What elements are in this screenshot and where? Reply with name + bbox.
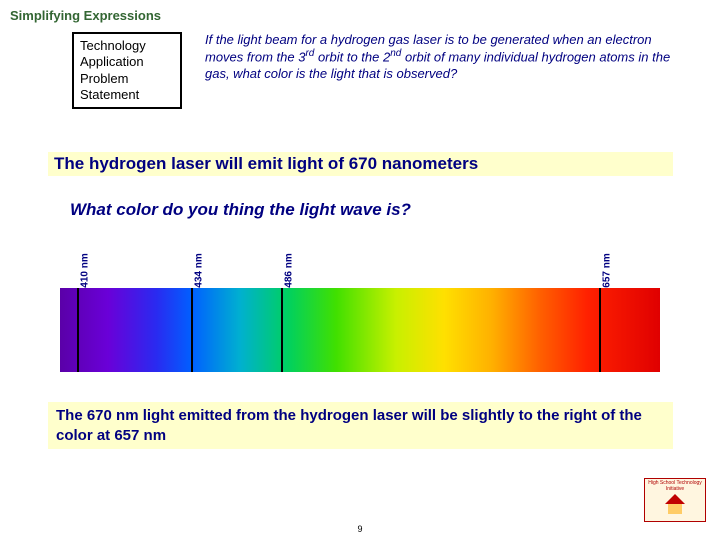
box-line: Technology (80, 38, 174, 54)
box-line: Application (80, 54, 174, 70)
result-statement: The 670 nm light emitted from the hydrog… (48, 402, 673, 449)
marker-line (77, 288, 79, 372)
marker-label: 434 nm (194, 253, 205, 287)
color-question: What color do you thing the light wave i… (70, 200, 411, 220)
logo-text: High School Technology Initiative (645, 481, 705, 492)
emit-statement: The hydrogen laser will emit light of 67… (48, 152, 673, 176)
spectrum-marker: 434 nm (182, 244, 202, 262)
problem-sup: rd (305, 48, 314, 59)
marker-label: 657 nm (602, 253, 613, 287)
problem-label-box: Technology Application Problem Statement (72, 32, 182, 109)
marker-line (599, 288, 601, 372)
spectrum-gradient (60, 288, 660, 372)
problem-sup: nd (390, 48, 401, 59)
marker-line (281, 288, 283, 372)
page-title: Simplifying Expressions (10, 8, 161, 23)
spectrum-marker: 486 nm (272, 244, 292, 262)
hsti-logo: High School Technology Initiative (644, 478, 706, 522)
spectrum-marker: 410 nm (68, 244, 88, 262)
house-icon (665, 494, 685, 504)
page-number: 9 (357, 524, 362, 534)
marker-label: 486 nm (284, 253, 295, 287)
spectrum-marker: 657 nm (590, 244, 610, 262)
problem-statement: If the light beam for a hydrogen gas las… (205, 32, 675, 82)
marker-label: 410 nm (80, 253, 91, 287)
house-body-icon (668, 504, 682, 514)
box-line: Statement (80, 87, 174, 103)
box-line: Problem (80, 71, 174, 87)
marker-line (191, 288, 193, 372)
problem-seg: orbit to the 2 (314, 50, 390, 65)
